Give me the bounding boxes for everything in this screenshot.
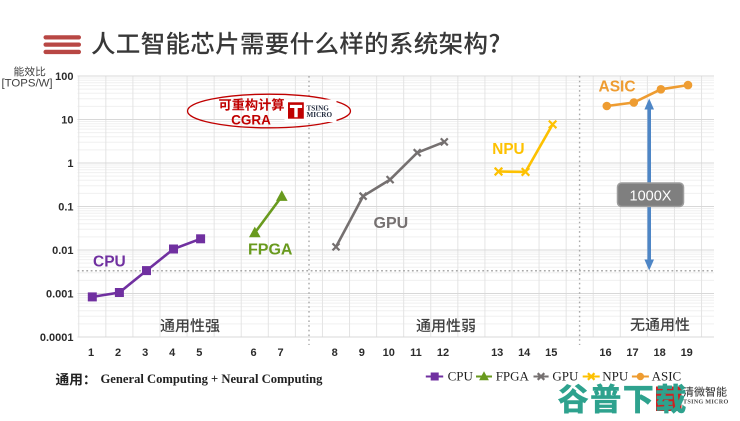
- svg-text:NPU: NPU: [492, 141, 524, 158]
- svg-text:1: 1: [67, 158, 73, 170]
- svg-text:GPU: GPU: [552, 369, 579, 384]
- svg-text:7: 7: [277, 347, 283, 359]
- svg-text:0.1: 0.1: [58, 202, 73, 214]
- svg-text:8: 8: [332, 347, 338, 359]
- svg-text:19: 19: [681, 347, 693, 359]
- svg-text:1000X: 1000X: [630, 189, 672, 205]
- svg-text:9: 9: [359, 347, 365, 359]
- svg-text:[TOPS/W]: [TOPS/W]: [2, 78, 53, 90]
- svg-text:MICRO: MICRO: [307, 111, 333, 119]
- svg-text:1: 1: [88, 347, 94, 359]
- svg-text:12: 12: [437, 347, 449, 359]
- svg-text:CPU: CPU: [448, 369, 474, 384]
- svg-text:11: 11: [410, 347, 422, 359]
- svg-text:4: 4: [169, 347, 176, 359]
- svg-text:ASIC: ASIC: [599, 78, 636, 95]
- svg-text:13: 13: [491, 347, 503, 359]
- svg-text:17: 17: [626, 347, 638, 359]
- svg-text:ASIC: ASIC: [652, 369, 682, 384]
- svg-text:FPGA: FPGA: [248, 241, 293, 258]
- svg-text:General Computing + Neural Com: General Computing + Neural Computing: [101, 372, 324, 386]
- svg-text:0.001: 0.001: [46, 289, 74, 301]
- svg-text:NPU: NPU: [602, 369, 629, 384]
- svg-text:3: 3: [142, 347, 148, 359]
- svg-text:16: 16: [599, 347, 611, 359]
- svg-text:18: 18: [653, 347, 665, 359]
- svg-text:14: 14: [518, 347, 531, 359]
- svg-text:0.01: 0.01: [52, 245, 73, 257]
- svg-text:TSING MICRO: TSING MICRO: [683, 398, 729, 405]
- svg-text:6: 6: [250, 347, 256, 359]
- svg-text:CPU: CPU: [93, 254, 126, 271]
- svg-text:5: 5: [196, 347, 202, 359]
- svg-text:10: 10: [383, 347, 395, 359]
- svg-text:15: 15: [545, 347, 557, 359]
- svg-text:100: 100: [55, 71, 73, 83]
- svg-text:FPGA: FPGA: [496, 369, 530, 384]
- svg-text:CGRA: CGRA: [231, 113, 271, 128]
- svg-text:2: 2: [115, 347, 121, 359]
- svg-text:0.0001: 0.0001: [40, 332, 74, 344]
- svg-text:10: 10: [61, 115, 73, 127]
- svg-text:GPU: GPU: [374, 215, 409, 232]
- svg-text:TSING: TSING: [307, 104, 330, 112]
